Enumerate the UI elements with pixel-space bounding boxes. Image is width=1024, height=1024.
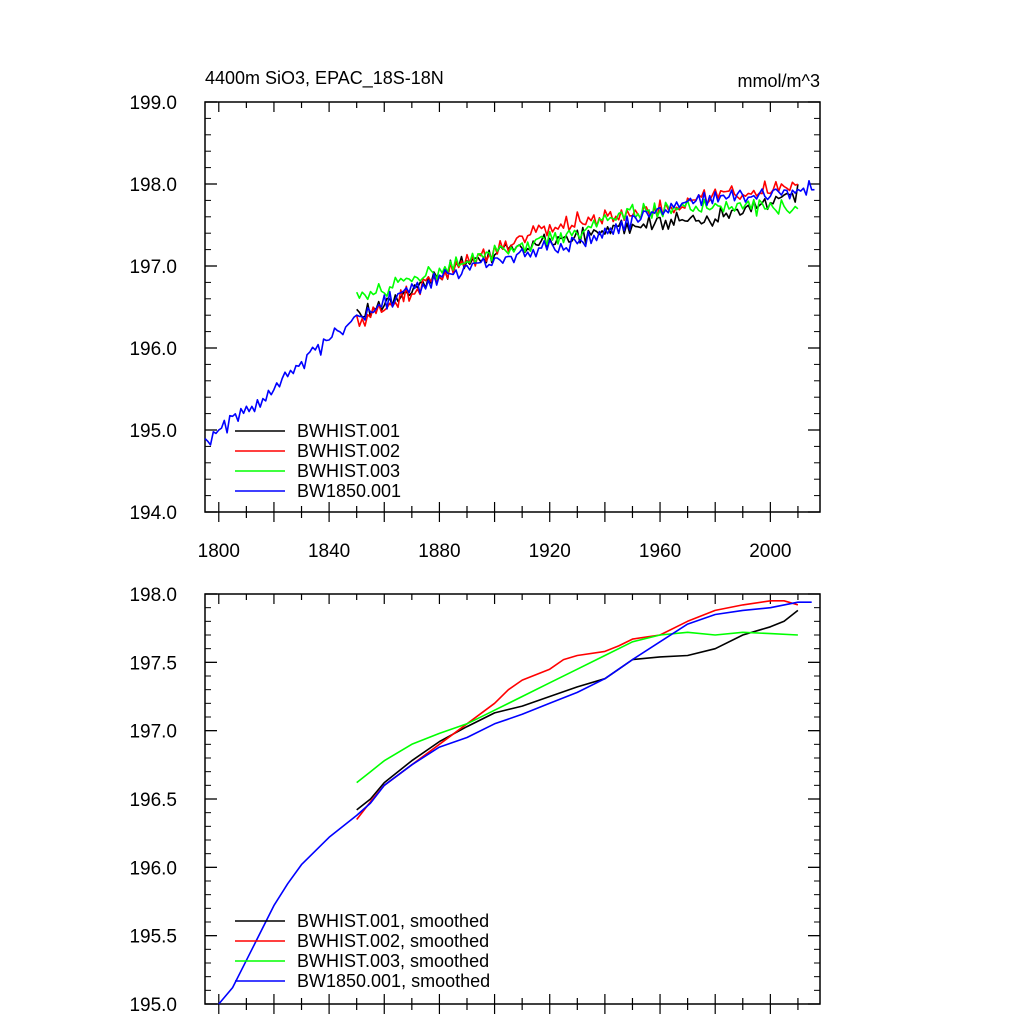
top-series-group <box>204 180 815 446</box>
legend-label: BWHIST.001 <box>297 421 400 441</box>
top-units-label: mmol/m^3 <box>738 71 820 91</box>
y-tick-label: 196.0 <box>129 339 177 360</box>
y-tick-label: 195.0 <box>129 421 177 442</box>
x-tick-label: 1960 <box>639 541 681 562</box>
y-tick-label: 197.5 <box>129 653 177 674</box>
series-line-bwhist-003-smoothed <box>356 631 798 784</box>
x-tick-label: 1840 <box>308 541 350 562</box>
legend-label: BWHIST.002, smoothed <box>297 931 489 951</box>
top-plot-frame-group <box>204 101 821 513</box>
legend-label: BWHIST.003, smoothed <box>297 951 489 971</box>
top-chart-title: 4400m SiO3, EPAC_18S-18N <box>205 68 444 89</box>
y-tick-label: 197.0 <box>129 257 177 278</box>
y-tick-label: 195.5 <box>129 927 177 948</box>
legend-label: BWHIST.001, smoothed <box>297 911 489 931</box>
legend-label: BWHIST.003 <box>297 461 400 481</box>
top-plot-frame <box>204 101 821 513</box>
top-panel: 4400m SiO3, EPAC_18S-18N mmol/m^3 194.01… <box>129 68 821 562</box>
legend-label: BWHIST.002 <box>297 441 400 461</box>
series-line-bw1850-001 <box>204 180 815 446</box>
series-line-bwhist-003 <box>355 198 799 301</box>
y-tick-label: 198.0 <box>129 585 177 606</box>
legend-label: BW1850.001, smoothed <box>297 971 490 991</box>
x-tick-label: 1920 <box>529 541 571 562</box>
y-tick-label: 196.5 <box>129 790 177 811</box>
x-tick-label: 2000 <box>749 541 791 562</box>
y-tick-label: 195.0 <box>129 995 177 1016</box>
y-tick-label: 196.0 <box>129 858 177 879</box>
bottom-series-group <box>218 600 812 1005</box>
y-tick-label: 194.0 <box>129 503 177 524</box>
y-tick-label: 198.0 <box>129 175 177 196</box>
legend-label: BW1850.001 <box>297 481 401 501</box>
x-tick-label: 1800 <box>198 541 240 562</box>
series-line-bwhist-001-smoothed <box>356 609 799 811</box>
y-tick-label: 197.0 <box>129 722 177 743</box>
top-axis-ticks: 194.0 195.0 196.0 197.0 198.0 199.0 1800 1840 18… <box>129 93 820 562</box>
bottom-panel: 195.0 195.5 196.0 196.5 197.0 197.5 198.0 BWHI… <box>129 585 821 1016</box>
series-line-bwhist-002 <box>355 180 799 327</box>
y-tick-label: 199.0 <box>129 93 177 114</box>
bottom-axis-ticks: 195.0 195.5 196.0 196.5 197.0 197.5 198.0 <box>129 585 820 1016</box>
series-line-bw1850-001-smoothed <box>218 601 812 1005</box>
x-tick-label: 1880 <box>418 541 460 562</box>
series-line-bwhist-002-smoothed <box>356 600 799 820</box>
